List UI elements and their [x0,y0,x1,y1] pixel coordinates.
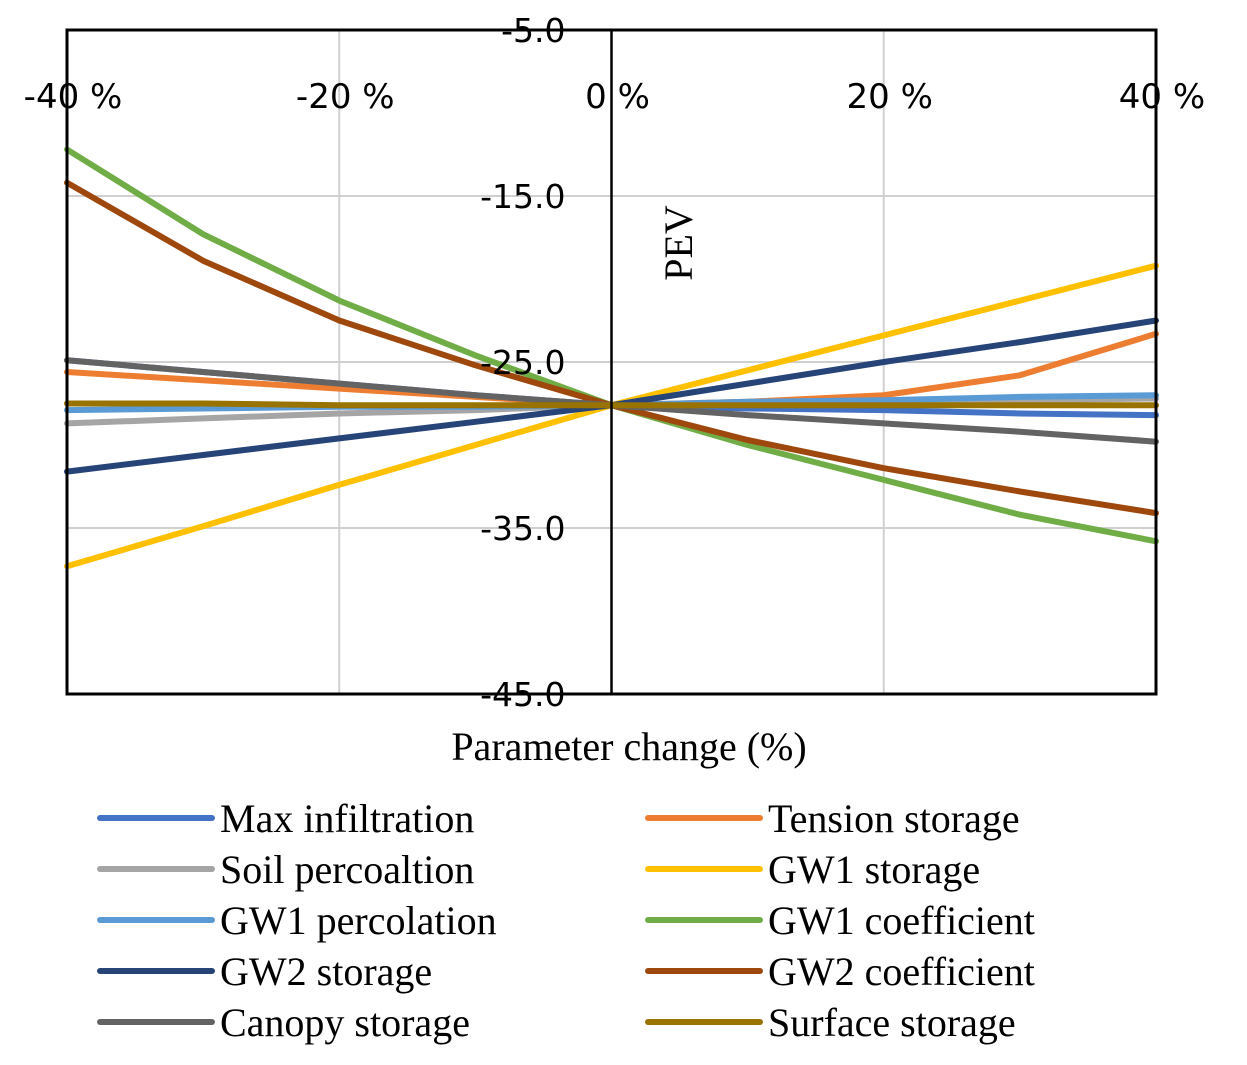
legend-item: Canopy storage [97,1000,470,1045]
legend: Max infiltration Tension storage Soil perc… [97,796,1035,1045]
y-axis-label: PEV [656,205,701,281]
legend-item: GW2 coefficient [645,949,1035,994]
x-tick-label: -40 % [24,77,123,117]
x-tick-labels: -40 % -20 % 0 % 20 % 40 % [24,77,1206,117]
legend-item: GW2 storage [97,949,432,994]
legend-item: GW1 coefficient [645,898,1035,943]
legend-label: Surface storage [768,1000,1016,1045]
y-tick-label: -25.0 [480,343,565,382]
legend-label: GW1 storage [768,847,980,892]
legend-item: Tension storage [645,796,1020,841]
x-tick-label: 20 % [847,77,933,117]
x-tick-label: -20 % [296,77,395,117]
y-tick-labels: -5.0 -15.0 -25.0 -35.0 -45.0 [480,11,565,714]
legend-item: Soil percoaltion [97,847,474,892]
x-tick-label: 40 % [1119,77,1205,117]
y-tick-label: -15.0 [480,177,565,216]
legend-label: Tension storage [768,796,1020,841]
x-tick-label: 0 % [585,77,650,117]
y-tick-label: -35.0 [480,509,565,548]
legend-label: Soil percoaltion [220,847,474,892]
legend-label: GW1 coefficient [768,898,1035,943]
legend-label: Max infiltration [220,796,474,841]
legend-item: Max infiltration [97,796,474,841]
legend-label: GW2 coefficient [768,949,1035,994]
legend-item: GW1 storage [645,847,980,892]
legend-label: GW1 percolation [220,898,497,943]
y-tick-label: -45.0 [480,675,565,714]
legend-item: GW1 percolation [97,898,497,943]
y-tick-label: -5.0 [501,11,565,50]
legend-item: Surface storage [645,1000,1016,1045]
legend-label: Canopy storage [220,1000,470,1045]
axes [65,28,1158,696]
legend-label: GW2 storage [220,949,432,994]
x-axis-label: Parameter change (%) [451,724,806,769]
